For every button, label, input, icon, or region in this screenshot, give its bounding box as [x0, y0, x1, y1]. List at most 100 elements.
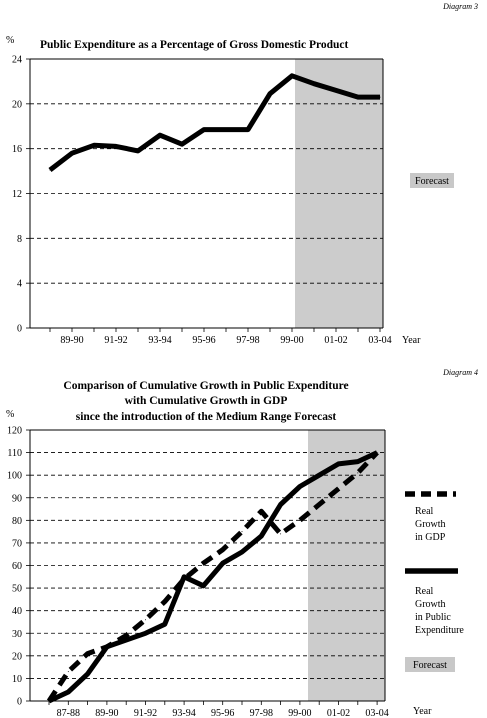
series-line-real-growth-public-expenditure: [47, 450, 379, 704]
x-tick-label: 97-98: [250, 708, 273, 718]
chart1-forecast-swatch: [410, 173, 454, 188]
chart2-x-axis-label: Year: [413, 706, 432, 717]
chart2-title-line-2: with Cumulative Growth in GDP: [125, 395, 288, 407]
chart-public-expenditure-gdp: Diagram 3 % Public Expenditure as a Perc…: [6, 2, 478, 346]
data-point: [247, 129, 249, 131]
data-point: [164, 623, 166, 625]
y-tick-label: 16: [12, 144, 22, 155]
data-point: [376, 452, 378, 454]
chart2-title-line-1: Comparison of Cumulative Growth in Publi…: [63, 380, 348, 392]
data-point: [145, 619, 146, 621]
chart2-legend-expenditure-line-3: in Public: [415, 612, 451, 623]
data-point: [280, 504, 282, 506]
y-tick-label: 10: [12, 674, 22, 685]
data-point: [318, 474, 320, 476]
chart2-y-axis-ticks: 0 10 20 30 40 50 60 70 80 90 100 110 120: [7, 426, 30, 708]
chart-cumulative-growth: Diagram 4 Comparison of Cumulative Growt…: [6, 368, 478, 718]
chart2-legend-gdp-line-3: in GDP: [415, 532, 446, 543]
data-point: [299, 485, 301, 487]
chart2-y-unit-label: %: [6, 409, 14, 420]
chart1-x-axis-label: Year: [402, 335, 421, 346]
y-tick-label: 60: [12, 561, 22, 572]
chart2-x-axis-ticks: 87-88 89-90 91-92 93-94 95-96 97-98 99-00 01-02…: [48, 701, 389, 718]
data-point: [125, 635, 127, 637]
y-tick-label: 24: [12, 55, 22, 66]
data-point: [260, 510, 262, 512]
x-tick-label: 03-04: [368, 335, 391, 346]
data-point: [269, 93, 271, 95]
x-tick-label: 99-00: [280, 335, 303, 346]
chart2-legend-gdp-line-2: Growth: [415, 519, 446, 530]
data-point: [241, 531, 243, 533]
data-point: [357, 472, 359, 474]
data-point: [164, 601, 166, 603]
chart2-legend-expenditure-line-4: Expenditure: [415, 625, 464, 636]
y-tick-label: 100: [7, 471, 22, 482]
data-point: [379, 96, 381, 98]
x-tick-label: 89-90: [60, 335, 83, 346]
data-point: [106, 646, 108, 648]
data-point: [357, 461, 359, 463]
chart1-forecast-label: Forecast: [415, 176, 449, 187]
data-point: [313, 83, 315, 85]
chart2-series: [46, 450, 379, 704]
y-tick-label: 50: [12, 584, 22, 595]
chart2-legend-expenditure: Real Growth in Public Expenditure: [405, 568, 464, 636]
data-point: [125, 639, 127, 641]
data-point: [159, 134, 161, 136]
x-tick-label: 97-98: [236, 335, 259, 346]
data-point: [183, 576, 185, 578]
data-point: [225, 129, 227, 131]
y-tick-label: 80: [12, 516, 22, 527]
chart1-y-axis-ticks: 0 4 8 12 16 20 24: [12, 55, 30, 335]
data-point: [67, 671, 69, 673]
x-tick-label: 03-04: [365, 708, 388, 718]
data-point: [145, 632, 146, 634]
x-tick-label: 95-96: [211, 708, 234, 718]
y-tick-label: 30: [12, 629, 22, 640]
y-tick-label: 20: [12, 651, 22, 662]
y-tick-label: 12: [12, 189, 22, 200]
y-tick-label: 20: [12, 99, 22, 110]
y-tick-label: 8: [17, 234, 22, 245]
chart1-title: Public Expenditure as a Percentage of Gr…: [40, 39, 349, 51]
data-point: [260, 535, 262, 537]
chart2-forecast-swatch: [405, 657, 455, 672]
chart2-title-line-3: since the introduction of the Medium Ran…: [76, 411, 337, 423]
diagram-3-label: Diagram 3: [442, 2, 478, 11]
x-tick-label: 01-02: [327, 708, 350, 718]
data-point: [280, 533, 282, 535]
data-point: [203, 129, 205, 131]
data-point: [71, 152, 73, 154]
chart2-legend-gdp: Real Growth in GDP: [405, 491, 456, 543]
data-point: [318, 504, 320, 506]
data-point: [115, 145, 117, 147]
chart2-legend-gdp-line-1: Real: [415, 506, 434, 517]
data-point: [338, 463, 339, 465]
data-point: [87, 653, 89, 655]
y-tick-label: 90: [12, 493, 22, 504]
x-tick-label: 91-92: [104, 335, 127, 346]
data-point: [202, 585, 204, 587]
x-tick-label: 89-90: [95, 708, 118, 718]
data-point: [299, 519, 301, 521]
data-point: [181, 143, 183, 145]
data-point: [67, 691, 69, 693]
data-point: [241, 551, 243, 553]
chart1-forecast-legend: Forecast: [410, 173, 454, 188]
y-tick-label: 110: [7, 448, 22, 459]
chart2-forecast-label: Forecast: [413, 660, 447, 671]
data-point: [87, 673, 89, 675]
data-point: [291, 75, 293, 77]
diagram-4-label: Diagram 4: [442, 368, 478, 377]
y-tick-label: 120: [7, 426, 22, 437]
data-point: [93, 144, 95, 146]
y-tick-label: 4: [17, 279, 22, 290]
data-point: [357, 96, 359, 98]
chart1-x-axis-ticks: 89-90 91-92 93-94 95-96 97-98 99-00 01-02 03-04: [49, 328, 392, 346]
x-tick-label: 93-94: [148, 335, 171, 346]
data-point: [338, 488, 339, 490]
y-tick-label: 0: [17, 324, 22, 335]
x-tick-label: 87-88: [57, 708, 80, 718]
x-tick-label: 93-94: [172, 708, 195, 718]
